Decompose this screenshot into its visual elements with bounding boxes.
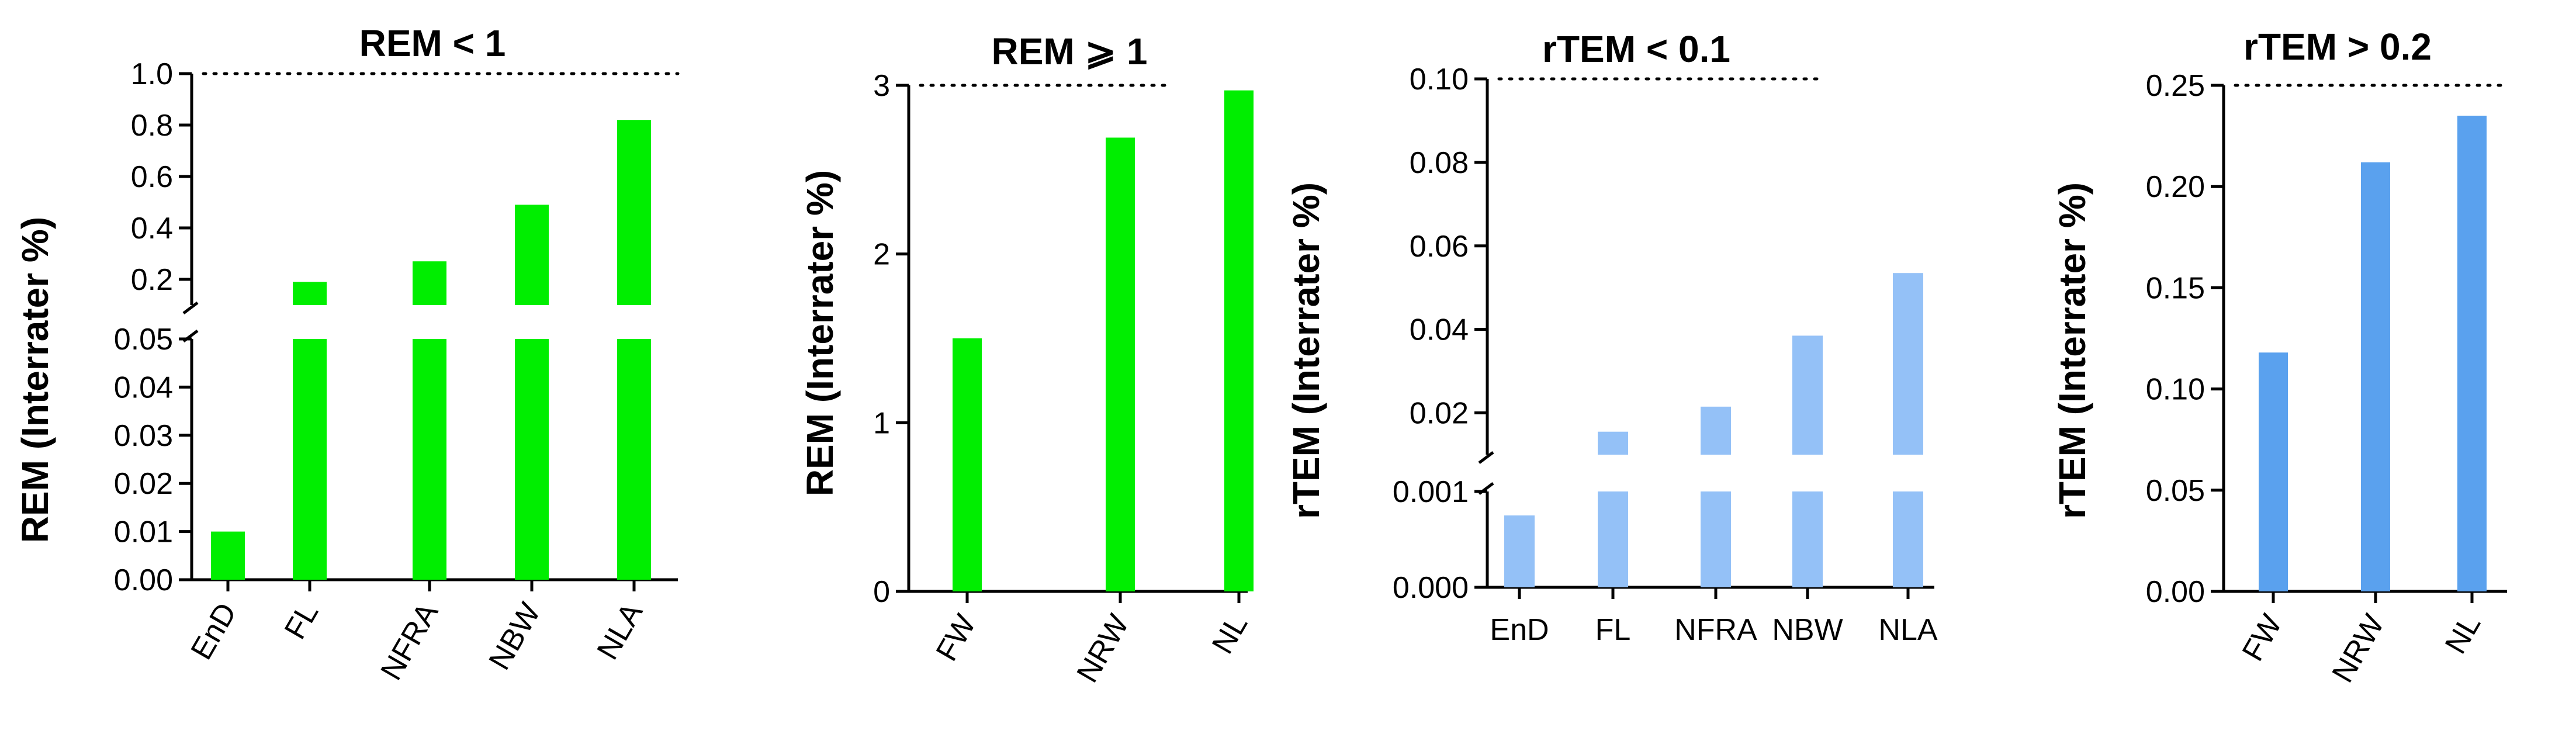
bar-fw xyxy=(953,338,982,591)
y-tick-label: 0 xyxy=(873,575,890,609)
x-tick-label: NLA xyxy=(591,597,650,666)
bar-nl xyxy=(2457,115,2487,591)
axis-break-mark xyxy=(182,302,199,314)
y-tick-label: 0.08 xyxy=(1410,146,1469,180)
bar-fl-lower xyxy=(293,339,327,580)
axis-break-mark xyxy=(1478,451,1494,464)
panel2-y-ticks: 0 1 2 3 xyxy=(873,69,909,609)
x-tick-label: EnD xyxy=(1490,613,1549,647)
bar-nfra-upper xyxy=(1701,406,1731,455)
bar-nl xyxy=(1224,90,1254,591)
panel2-bars xyxy=(953,90,1254,591)
y-tick-label: 0.04 xyxy=(114,371,173,404)
panel4-y-ticks: 0.00 0.05 0.10 0.15 0.20 0.25 xyxy=(2146,69,2224,609)
y-tick-label: 0.04 xyxy=(1410,313,1469,347)
bar-nla-upper xyxy=(1893,273,1923,455)
y-tick-label: 0.10 xyxy=(2146,373,2205,407)
x-tick-label: FL xyxy=(278,597,326,645)
x-tick-label: FW xyxy=(930,609,983,667)
y-tick-label: 2 xyxy=(873,238,890,272)
y-tick-label: 0.15 xyxy=(2146,271,2205,305)
bar-nfra-lower xyxy=(413,339,446,580)
bar-nrw xyxy=(2361,162,2390,592)
y-tick-label: 0.02 xyxy=(1410,397,1469,431)
panel2-title: REM ⩾ 1 xyxy=(992,30,1148,72)
x-tick-label: FL xyxy=(1595,613,1631,647)
bar-nrw xyxy=(1106,137,1135,591)
x-tick-label: NLA xyxy=(1878,613,1937,647)
bar-nla-lower xyxy=(1893,491,1923,587)
panel-rtem-lt-0-1: rTEM < 0.1 rTEM (Interrater %) 0.0000.00… xyxy=(1285,28,1938,647)
y-tick-label: 0.000 xyxy=(1393,571,1469,605)
y-tick-label: 0.01 xyxy=(114,515,173,549)
x-tick-label: NL xyxy=(2439,609,2487,660)
panel1-y-ticks: 0.00 0.01 0.02 0.03 0.04 0.05 0.2 0.4 0.6 0.8 1.0 xyxy=(114,57,192,597)
bar-end xyxy=(211,531,245,580)
x-tick-label: NRW xyxy=(1071,609,1136,688)
panel1-ylabel: REM (Interrater %) xyxy=(14,217,56,543)
panel4-ylabel: rTEM (Interrater %) xyxy=(2051,182,2093,519)
bar-nla-lower xyxy=(617,339,651,580)
bar-nfra-lower xyxy=(1701,491,1731,587)
bar-nbw-upper xyxy=(515,205,549,305)
y-tick-label: 0.03 xyxy=(114,419,173,453)
y-tick-label: 0.001 xyxy=(1393,475,1469,509)
x-tick-label: NFRA xyxy=(374,597,445,686)
y-tick-label: 1 xyxy=(873,406,890,440)
panel1-bars xyxy=(211,120,651,580)
panel-rem-ge-1: REM ⩾ 1 REM (Interrater %) 0 1 2 3 FW NRW NL xyxy=(799,30,1254,688)
y-tick-label: 0.02 xyxy=(114,467,173,501)
y-tick-label: 0.10 xyxy=(1410,63,1469,96)
x-tick-label: NL xyxy=(1206,609,1254,660)
y-tick-label: 1.0 xyxy=(131,57,173,91)
bar-fl-upper xyxy=(1598,431,1628,455)
y-tick-label: 0.05 xyxy=(2146,474,2205,508)
bar-fl-upper xyxy=(293,282,327,305)
y-tick-label: 0.6 xyxy=(131,160,173,194)
y-tick-label: 0.06 xyxy=(1410,230,1469,264)
panel1-x-ticks: EnD FL NFRA NBW NLA xyxy=(185,580,650,686)
panel-rtem-gt-0-2: rTEM > 0.2 rTEM (Interrater %) 0.000.050… xyxy=(2051,26,2507,688)
panel3-x-ticks: EnD FL NFRA NBW NLA xyxy=(1490,587,1938,647)
panel-rem-lt-1: REM < 1 REM (Interrater %) 0.000.010.020… xyxy=(14,22,680,686)
panel3-y-ticks: 0.000 0.001 0.02 0.04 0.06 0.08 0.10 xyxy=(1393,63,1487,605)
x-tick-label: NBW xyxy=(482,597,547,676)
bar-end xyxy=(1504,515,1535,587)
panel2-ylabel: REM (Interrater %) xyxy=(799,170,841,496)
y-tick-label: 0.25 xyxy=(2146,69,2205,103)
x-tick-label: NRW xyxy=(2326,609,2391,688)
bar-fw xyxy=(2259,352,2288,591)
bar-nbw-lower xyxy=(1792,491,1823,587)
y-tick-label: 0.00 xyxy=(114,563,173,597)
panel4-title: rTEM > 0.2 xyxy=(2243,26,2432,68)
panel2-x-ticks: FW NRW NL xyxy=(930,591,1254,688)
panel3-bars xyxy=(1504,273,1923,587)
y-tick-label: 0.05 xyxy=(114,323,173,356)
y-tick-label: 0.4 xyxy=(131,212,173,245)
panel3-title: rTEM < 0.1 xyxy=(1542,28,1730,70)
bar-nla-upper xyxy=(617,120,651,305)
bar-fl-lower xyxy=(1598,491,1628,587)
x-tick-label: NBW xyxy=(1772,613,1843,647)
panel3-ylabel: rTEM (Interrater %) xyxy=(1285,182,1327,519)
bar-nfra-upper xyxy=(413,261,446,305)
y-tick-label: 0.00 xyxy=(2146,575,2205,609)
y-tick-label: 3 xyxy=(873,69,890,103)
panel4-bars xyxy=(2259,115,2487,592)
x-tick-label: NFRA xyxy=(1674,613,1757,647)
y-tick-label: 0.8 xyxy=(131,109,173,143)
y-tick-label: 0.20 xyxy=(2146,170,2205,204)
panel1-title: REM < 1 xyxy=(359,22,506,64)
y-tick-label: 0.2 xyxy=(131,263,173,297)
bar-nbw-lower xyxy=(515,339,549,580)
panel4-x-ticks: FW NRW NL xyxy=(2236,591,2487,688)
bar-nbw-upper xyxy=(1792,335,1823,455)
x-tick-label: EnD xyxy=(185,597,244,666)
x-tick-label: FW xyxy=(2236,609,2289,667)
